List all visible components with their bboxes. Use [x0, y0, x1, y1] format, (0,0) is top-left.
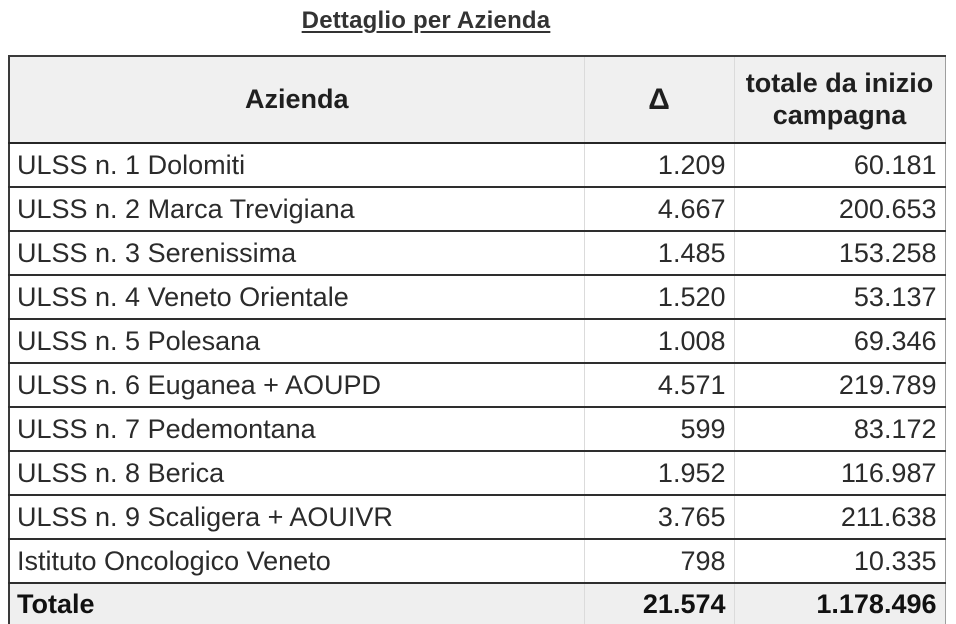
totale-cell: 10.335: [733, 538, 945, 583]
column-header-totale-campagna: totale da inizio campagna: [733, 56, 945, 144]
azienda-cell: ULSS n. 5 Polesana: [9, 318, 584, 363]
totale-cell: 69.346: [733, 318, 945, 363]
table-header: Azienda Δ totale da inizio campagna: [9, 56, 945, 144]
header-row: Azienda Δ totale da inizio campagna: [9, 56, 945, 144]
table-row: ULSS n. 4 Veneto Orientale 1.520 53.137: [9, 274, 945, 319]
total-totale-cell: 1.178.496: [733, 582, 945, 624]
table-row: ULSS n. 1 Dolomiti 1.209 60.181: [9, 143, 945, 187]
totale-cell: 219.789: [733, 362, 945, 407]
delta-cell: 599: [583, 406, 734, 451]
totale-cell: 200.653: [733, 186, 945, 231]
azienda-cell: ULSS n. 2 Marca Trevigiana: [9, 186, 584, 231]
totale-cell: 53.137: [733, 274, 945, 319]
azienda-table: Azienda Δ totale da inizio campagna ULSS…: [8, 55, 946, 624]
azienda-cell: Istituto Oncologico Veneto: [9, 538, 584, 583]
table-row: ULSS n. 2 Marca Trevigiana 4.667 200.653: [9, 186, 945, 231]
azienda-cell: ULSS n. 9 Scaligera + AOUIVR: [9, 494, 584, 539]
column-header-delta: Δ: [583, 56, 734, 144]
delta-cell: 1.209: [583, 143, 734, 187]
total-label-cell: Totale: [9, 582, 584, 624]
totale-cell: 211.638: [733, 494, 945, 539]
azienda-cell: ULSS n. 3 Serenissima: [9, 230, 584, 275]
table-row: ULSS n. 3 Serenissima 1.485 153.258: [9, 230, 945, 275]
table-row: Istituto Oncologico Veneto 798 10.335: [9, 538, 945, 583]
azienda-cell: ULSS n. 4 Veneto Orientale: [9, 274, 584, 319]
delta-cell: 1.520: [583, 274, 734, 319]
azienda-cell: ULSS n. 6 Euganea + AOUPD: [9, 362, 584, 407]
delta-cell: 4.667: [583, 186, 734, 231]
table-body: ULSS n. 1 Dolomiti 1.209 60.181 ULSS n. …: [9, 143, 945, 583]
table-row: ULSS n. 5 Polesana 1.008 69.346: [9, 318, 945, 363]
table-footer: Totale 21.574 1.178.496: [9, 582, 945, 624]
delta-cell: 1.485: [583, 230, 734, 275]
page-title: Dettaglio per Azienda: [301, 7, 551, 34]
azienda-cell: ULSS n. 1 Dolomiti: [9, 143, 584, 187]
totale-cell: 83.172: [733, 406, 945, 451]
delta-cell: 1.952: [583, 450, 734, 495]
table-row: ULSS n. 6 Euganea + AOUPD 4.571 219.789: [9, 362, 945, 407]
table-row: ULSS n. 9 Scaligera + AOUIVR 3.765 211.6…: [9, 494, 945, 539]
delta-cell: 798: [583, 538, 734, 583]
totale-cell: 60.181: [733, 143, 945, 187]
azienda-cell: ULSS n. 8 Berica: [9, 450, 584, 495]
table-row: ULSS n. 7 Pedemontana 599 83.172: [9, 406, 945, 451]
azienda-cell: ULSS n. 7 Pedemontana: [9, 406, 584, 451]
delta-cell: 4.571: [583, 362, 734, 407]
delta-cell: 3.765: [583, 494, 734, 539]
delta-cell: 1.008: [583, 318, 734, 363]
totale-cell: 116.987: [733, 450, 945, 495]
table-row: ULSS n. 8 Berica 1.952 116.987: [9, 450, 945, 495]
totale-cell: 153.258: [733, 230, 945, 275]
total-row: Totale 21.574 1.178.496: [9, 582, 945, 624]
column-header-azienda: Azienda: [9, 56, 584, 144]
total-delta-cell: 21.574: [583, 582, 734, 624]
